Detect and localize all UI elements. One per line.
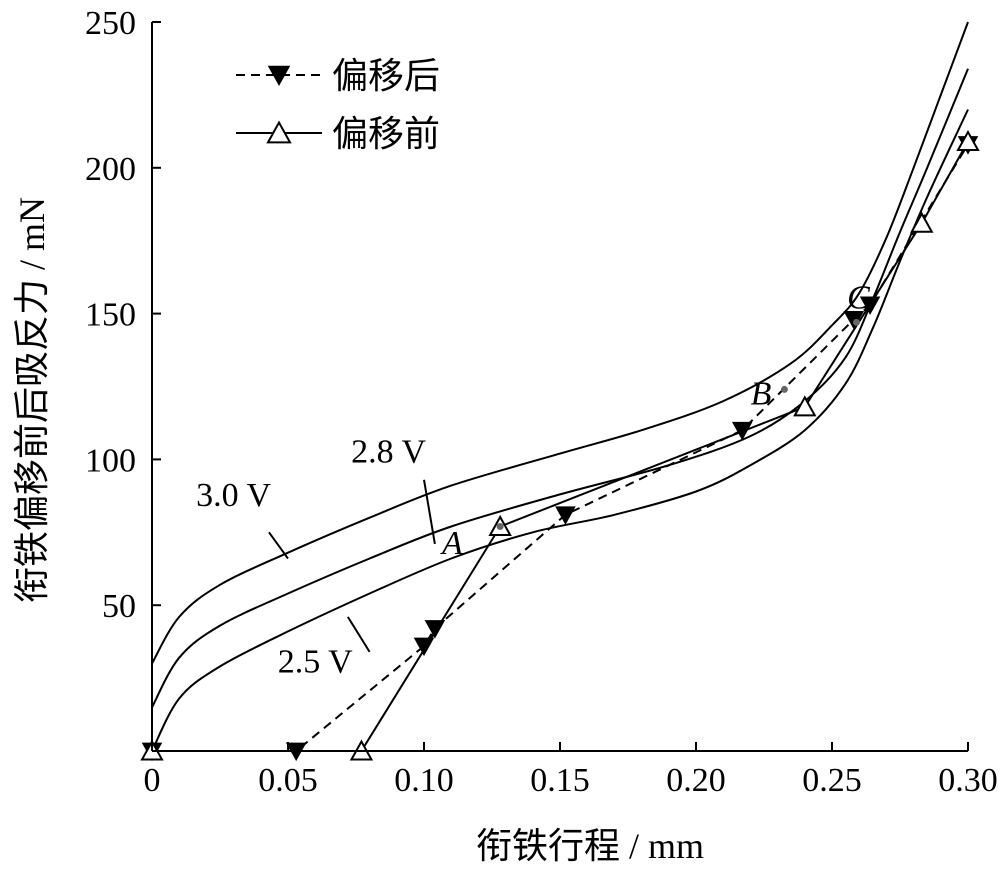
curve-2-5-v: [151, 109, 969, 752]
point-marker-dot: [852, 318, 860, 326]
y-axis-title: 衔铁偏移前后吸反力 / mN: [12, 197, 52, 603]
y-tick-label: 150: [85, 297, 136, 334]
curve-label-leader: [346, 616, 371, 653]
series-line: [152, 141, 969, 752]
point-label-b: B: [751, 375, 772, 412]
point-label-c: C: [847, 279, 870, 316]
y-tick-label: 100: [85, 442, 136, 479]
legend-item: 偏移前: [236, 114, 440, 154]
data-series: [140, 129, 980, 762]
x-axis-title: 衔铁行程 / mm: [476, 826, 704, 866]
legend-marker-open-triangle: [266, 120, 292, 144]
legend-label: 偏移后: [332, 56, 440, 96]
series-dashed: [141, 136, 979, 762]
axis-ticks: 0 0.05 0.10 0.15 0.20 0.25 0.30 50 100 150 200 250: [85, 5, 998, 799]
point-marker-dot: [780, 385, 788, 393]
y-tick-label: 50: [102, 588, 136, 625]
data-point-open-triangle: [793, 395, 817, 417]
annotations: 3.0 V 2.8 V 2.5 V A B C: [196, 279, 870, 680]
data-point-open-triangle: [956, 129, 980, 152]
point-label-a: A: [440, 525, 463, 562]
curve-2-8-v: [151, 68, 969, 708]
curve-label: 3.0 V: [196, 477, 271, 514]
legend-marker-filled-triangle: [267, 65, 291, 87]
point-marker-dot: [496, 522, 504, 530]
series-line: [152, 143, 969, 752]
y-tick-label: 200: [85, 151, 136, 188]
x-tick-label: 0.10: [394, 762, 454, 799]
series-solid: [140, 129, 980, 761]
legend-item: 偏移后: [236, 56, 440, 96]
x-tick-label: 0.30: [938, 762, 998, 799]
y-tick-label: 250: [85, 5, 136, 42]
x-tick-label: 0.25: [802, 762, 862, 799]
data-point-open-triangle: [910, 211, 934, 233]
legend-label: 偏移前: [332, 114, 440, 154]
curve-3-0-v: [151, 21, 969, 664]
data-point-filled-triangle: [555, 506, 576, 525]
curve-label: 2.8 V: [351, 433, 426, 470]
x-tick-label: 0.20: [666, 762, 726, 799]
curve-label-leader: [423, 479, 436, 545]
x-tick-label: 0.15: [530, 762, 590, 799]
curve-label-leader: [268, 531, 289, 560]
x-tick-label: 0.05: [258, 762, 318, 799]
x-tick-label: 0: [144, 762, 161, 799]
curve-label: 2.5 V: [278, 643, 353, 680]
